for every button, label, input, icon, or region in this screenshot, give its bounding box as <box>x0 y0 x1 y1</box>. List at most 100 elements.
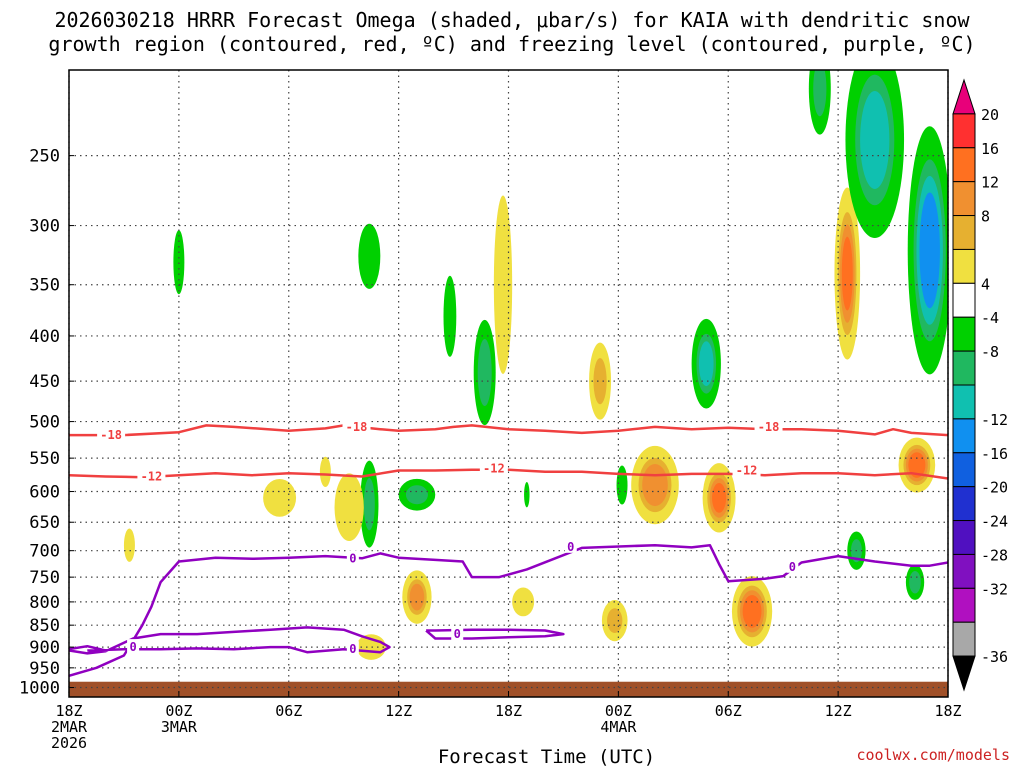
colorbar-swatch <box>952 215 976 250</box>
x-tick-label: 2026 <box>51 734 87 752</box>
y-tick-label: 700 <box>29 542 60 562</box>
colorbar-label: -20 <box>981 479 1008 497</box>
x-tick-label: 2MAR <box>51 718 88 736</box>
omega-cell <box>841 236 853 311</box>
contour-label: -12 <box>483 461 505 475</box>
x-tick-label: 4MAR <box>600 718 637 736</box>
colorbar-label: 16 <box>981 140 999 158</box>
y-tick-label: 1000 <box>19 679 60 699</box>
omega-cell <box>123 528 135 562</box>
x-axis-label: Forecast Time (UTC) <box>438 746 655 768</box>
colorbar-label: -8 <box>981 343 999 361</box>
x-tick-label: 00Z <box>605 702 632 720</box>
contour-label: -18 <box>346 420 368 434</box>
contour-label: -12 <box>141 470 163 484</box>
colorbar-label: -16 <box>981 445 1008 463</box>
omega-cell <box>334 473 364 542</box>
x-tick-label: 06Z <box>715 702 742 720</box>
contour-label-bg <box>786 558 799 573</box>
colorbar-label: -4 <box>981 309 999 327</box>
colorbar-swatch <box>952 621 976 657</box>
omega-cell <box>512 587 535 617</box>
colorbar-swatch <box>952 181 976 217</box>
omega-cell <box>712 483 727 513</box>
contour-label: -12 <box>736 463 758 477</box>
x-tick-label: 18Z <box>934 702 961 720</box>
colorbar-label: 4 <box>981 275 990 293</box>
colorbar-label: 20 <box>981 106 999 124</box>
omega-cell <box>616 465 628 505</box>
x-tick-label: 00Z <box>165 702 192 720</box>
omega-cell <box>363 478 375 531</box>
contour-label-bg <box>451 626 464 641</box>
grid <box>68 70 949 697</box>
contour-label: 0 <box>454 627 461 641</box>
colorbar-swatch <box>952 248 976 284</box>
x-tick-label: 18Z <box>55 702 82 720</box>
omega-cell <box>409 583 425 611</box>
title-line-1: 2026030218 HRRR Forecast Omega (shaded, … <box>54 8 970 32</box>
contour-label-bg <box>97 427 126 442</box>
colorbar-swatch <box>952 384 976 420</box>
y-tick-label: 350 <box>29 276 60 296</box>
colorbar-swatch <box>952 282 976 318</box>
omega-cell <box>860 90 890 189</box>
omega-cell <box>173 230 185 295</box>
colorbar-label: -36 <box>981 648 1008 666</box>
omega-cell <box>593 358 607 405</box>
contour-label-bg <box>732 462 761 477</box>
contour-0 <box>425 628 565 640</box>
contour-label-bg <box>346 641 359 656</box>
contour-label: -18 <box>100 428 122 442</box>
omega-shading <box>123 70 948 660</box>
colorbar-swatch <box>952 418 976 454</box>
colorbar-label: -24 <box>981 513 1008 531</box>
y-tick-label: 500 <box>29 413 60 433</box>
y-tick-label: 600 <box>29 483 60 503</box>
colorbar-swatch <box>952 113 976 149</box>
contour-label: 0 <box>349 642 356 656</box>
contour-label: -18 <box>758 420 780 434</box>
omega-cell <box>607 608 623 633</box>
omega-cell <box>263 478 297 517</box>
omega-cell <box>908 452 926 478</box>
colorbar-swatch <box>952 147 976 183</box>
contour-label: 0 <box>789 560 796 574</box>
omega-cell <box>405 485 428 505</box>
contour-label-bg <box>137 468 166 483</box>
omega-cell <box>909 570 921 594</box>
y-tick-label: 450 <box>29 372 60 392</box>
contours: -18 -18 -18 -12 -12 -12 0 0 0 0 0 0 <box>69 418 948 678</box>
x-tick-label: 06Z <box>275 702 302 720</box>
contour-label: 0 <box>129 640 136 654</box>
y-tick-label: 850 <box>29 616 60 636</box>
omega-cell <box>524 482 530 508</box>
y-tick-label: 900 <box>29 638 60 658</box>
colorbar-swatch <box>952 553 976 589</box>
contour-0 <box>69 626 391 655</box>
y-tick-label: 950 <box>29 659 60 679</box>
colorbar-swatch <box>952 350 976 386</box>
colorbar-swatch <box>952 520 976 555</box>
omega-cell <box>493 195 513 374</box>
colorbar-label: -28 <box>981 546 1008 564</box>
title-line-2: growth region (contoured, red, ºC) and f… <box>48 32 976 56</box>
omega-cell <box>443 275 457 357</box>
x-tick-label: 18Z <box>495 702 522 720</box>
omega-cell <box>698 341 714 387</box>
y-tick-label: 250 <box>29 147 60 167</box>
y-tick-label: 550 <box>29 449 60 469</box>
y-tick-label: 750 <box>29 568 60 588</box>
y-tick-label: 300 <box>29 217 60 237</box>
colorbar-swatch <box>952 486 976 522</box>
omega-cell <box>742 594 762 628</box>
omega-cell <box>358 223 381 289</box>
colorbar-triangle-top <box>952 78 976 115</box>
contour-label-bg <box>346 550 359 565</box>
omega-cell <box>919 192 940 309</box>
contour--12 <box>69 468 948 480</box>
x-tick-label: 3MAR <box>161 718 198 736</box>
colorbar-label: -32 <box>981 580 1008 598</box>
